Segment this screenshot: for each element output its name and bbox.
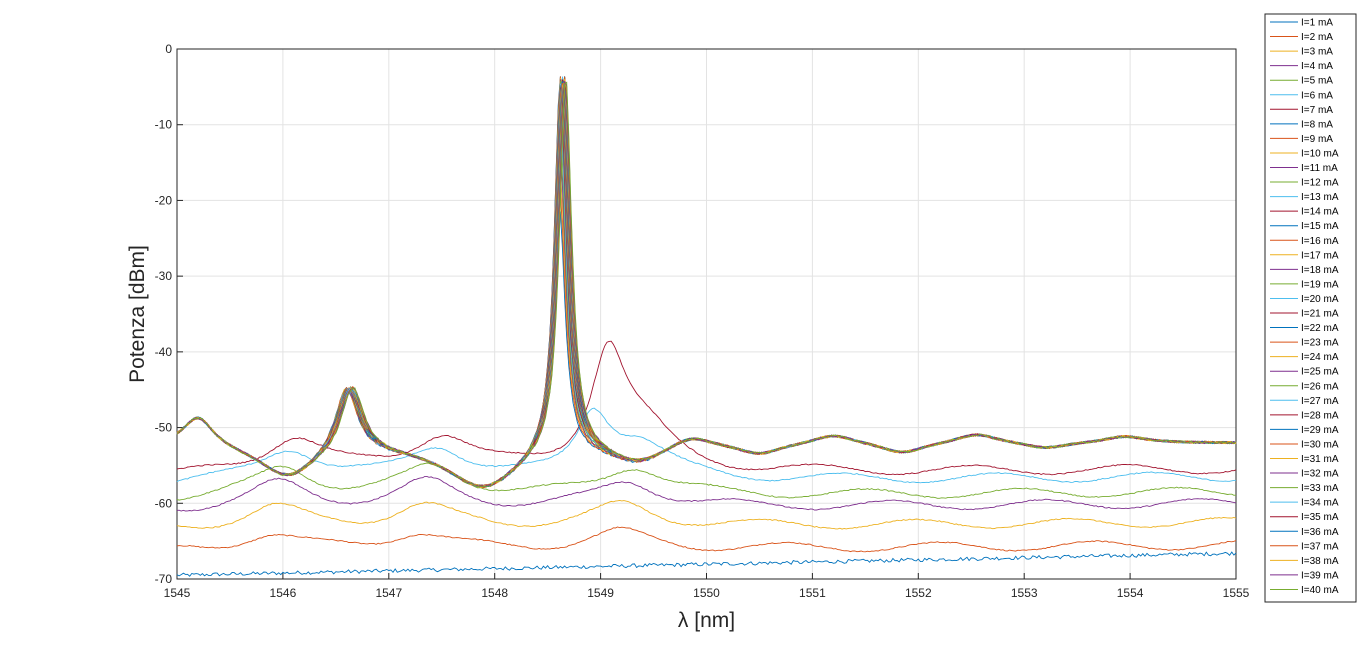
y-tick-label: -30 — [155, 269, 173, 283]
legend-label: I=29 mA — [1301, 425, 1339, 436]
series-line — [176, 76, 1237, 488]
legend-label: I=35 mA — [1301, 512, 1339, 523]
y-axis-ticks: 0 -10 -20 -30 -40 -50 -60 -70 — [155, 42, 183, 586]
x-tick-label: 1553 — [1011, 586, 1038, 600]
legend-label: I=22 mA — [1301, 323, 1339, 334]
series-line — [176, 462, 1237, 501]
legend-label: I=11 mA — [1301, 163, 1338, 174]
legend-label: I=14 mA — [1301, 207, 1339, 218]
legend-label: I=15 mA — [1301, 221, 1339, 232]
y-tick-label: -10 — [155, 118, 173, 132]
legend-label: I=9 mA — [1301, 134, 1333, 145]
x-tick-label: 1554 — [1117, 586, 1144, 600]
legend-label: I=30 mA — [1301, 439, 1339, 450]
series-line — [176, 407, 1237, 484]
series-line — [176, 551, 1237, 577]
legend-label: I=28 mA — [1301, 410, 1339, 421]
y-axis-label: Potenza [dBm] — [126, 245, 149, 383]
x-tick-label: 1548 — [481, 586, 508, 600]
series-line — [176, 499, 1237, 530]
legend-label: I=25 mA — [1301, 367, 1339, 378]
y-tick-label: -60 — [155, 496, 173, 510]
legend-label: I=6 mA — [1301, 90, 1333, 101]
y-tick-label: -40 — [155, 345, 173, 359]
series-line — [176, 475, 1237, 512]
legend-label: I=38 mA — [1301, 556, 1339, 567]
x-axis-label: λ [nm] — [678, 609, 735, 632]
legend-label: I=21 mA — [1301, 309, 1339, 320]
legend-label: I=10 mA — [1301, 148, 1339, 159]
legend-label: I=5 mA — [1301, 76, 1333, 87]
x-tick-label: 1547 — [375, 586, 402, 600]
y-tick-label: 0 — [165, 42, 172, 56]
legend-label: I=34 mA — [1301, 498, 1339, 509]
y-tick-label: -20 — [155, 193, 173, 207]
y-tick-label: -50 — [155, 421, 173, 435]
x-tick-label: 1550 — [693, 586, 720, 600]
legend-label: I=3 mA — [1301, 47, 1333, 58]
x-tick-label: 1549 — [587, 586, 614, 600]
legend-label: I=36 mA — [1301, 527, 1339, 538]
legend-label: I=4 mA — [1301, 61, 1333, 72]
legend-label: I=23 mA — [1301, 338, 1339, 349]
legend-label: I=2 mA — [1301, 32, 1333, 43]
legend-label: I=12 mA — [1301, 178, 1339, 189]
legend-label: I=33 mA — [1301, 483, 1339, 494]
series-lines — [176, 76, 1237, 577]
legend-label: I=8 mA — [1301, 119, 1333, 130]
legend-box — [1264, 13, 1357, 603]
x-tick-label: 1546 — [270, 586, 297, 600]
x-tick-label: 1552 — [905, 586, 932, 600]
legend-label: I=18 mA — [1301, 265, 1339, 276]
x-tick-label: 1545 — [164, 586, 191, 600]
legend-label: I=39 mA — [1301, 570, 1339, 581]
legend-label: I=37 mA — [1301, 541, 1339, 552]
legend-label: I=16 mA — [1301, 236, 1339, 247]
legend-label: I=19 mA — [1301, 279, 1339, 290]
series-line — [176, 340, 1237, 476]
legend-label: I=27 mA — [1301, 396, 1339, 407]
x-tick-label: 1555 — [1223, 586, 1250, 600]
legend-label: I=24 mA — [1301, 352, 1339, 363]
legend-label: I=17 mA — [1301, 250, 1339, 261]
x-tick-label: 1551 — [799, 586, 826, 600]
series-line — [176, 81, 1237, 488]
x-axis-ticks: 1545 1546 1547 1548 1549 1550 1551 1552 1553 1554… — [164, 573, 1250, 600]
legend-label: I=7 mA — [1301, 105, 1333, 116]
legend-label: I=26 mA — [1301, 381, 1339, 392]
legend-label: I=40 mA — [1301, 585, 1339, 596]
legend-label: I=1 mA — [1301, 18, 1333, 29]
legend-label: I=31 mA — [1301, 454, 1339, 465]
legend: I=1 mA I=2 mA I=3 mA I=4 mA I=5 mA I=6 mA I=7 … — [1264, 13, 1357, 603]
legend-label: I=13 mA — [1301, 192, 1339, 203]
series-line — [176, 526, 1237, 553]
legend-label: I=32 mA — [1301, 469, 1339, 480]
legend-label: I=20 mA — [1301, 294, 1339, 305]
y-tick-label: -70 — [155, 572, 173, 586]
